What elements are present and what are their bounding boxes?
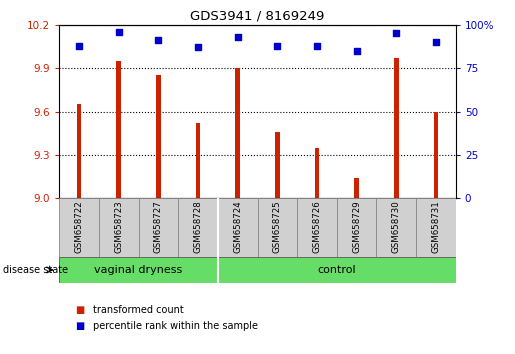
Text: ■: ■ (75, 321, 84, 331)
FancyBboxPatch shape (99, 198, 139, 257)
FancyBboxPatch shape (178, 198, 218, 257)
Point (114, 29, 123, 35)
Point (432, 39, 440, 45)
Point (194, 45, 202, 50)
FancyBboxPatch shape (218, 198, 258, 257)
Bar (275, 132, 280, 198)
Text: GSM658725: GSM658725 (273, 200, 282, 253)
Text: GSM658731: GSM658731 (432, 200, 440, 253)
FancyBboxPatch shape (297, 198, 337, 257)
Text: disease state: disease state (3, 265, 67, 275)
Text: GSM658728: GSM658728 (194, 200, 202, 253)
Point (273, 43, 281, 48)
FancyBboxPatch shape (218, 257, 456, 283)
Bar (315, 148, 319, 198)
Text: GSM658723: GSM658723 (114, 200, 123, 253)
Title: GDS3941 / 8169249: GDS3941 / 8169249 (191, 9, 324, 22)
Bar (434, 112, 438, 198)
Bar (354, 178, 359, 198)
Point (352, 48, 360, 53)
Bar (77, 104, 81, 198)
FancyBboxPatch shape (376, 198, 416, 257)
Point (154, 38, 162, 43)
Text: vaginal dryness: vaginal dryness (94, 265, 183, 275)
Text: GSM658730: GSM658730 (392, 200, 401, 253)
Bar (394, 58, 399, 198)
Text: GSM658729: GSM658729 (352, 200, 361, 253)
Text: control: control (317, 265, 356, 275)
Text: percentile rank within the sample: percentile rank within the sample (93, 321, 258, 331)
FancyBboxPatch shape (416, 198, 456, 257)
Bar (116, 61, 121, 198)
FancyBboxPatch shape (258, 198, 297, 257)
Point (313, 43, 321, 48)
Point (75, 43, 83, 48)
FancyBboxPatch shape (59, 198, 99, 257)
FancyBboxPatch shape (59, 257, 218, 283)
FancyBboxPatch shape (139, 198, 178, 257)
Bar (235, 68, 240, 198)
Point (392, 30, 401, 36)
Bar (156, 75, 161, 198)
Text: transformed count: transformed count (93, 305, 183, 315)
Bar (196, 123, 200, 198)
Text: ■: ■ (75, 305, 84, 315)
Text: GSM658722: GSM658722 (75, 200, 83, 253)
Text: GSM658727: GSM658727 (154, 200, 163, 253)
Text: GSM658724: GSM658724 (233, 200, 242, 253)
Point (233, 34, 242, 40)
FancyBboxPatch shape (337, 198, 376, 257)
Text: GSM658726: GSM658726 (313, 200, 321, 253)
